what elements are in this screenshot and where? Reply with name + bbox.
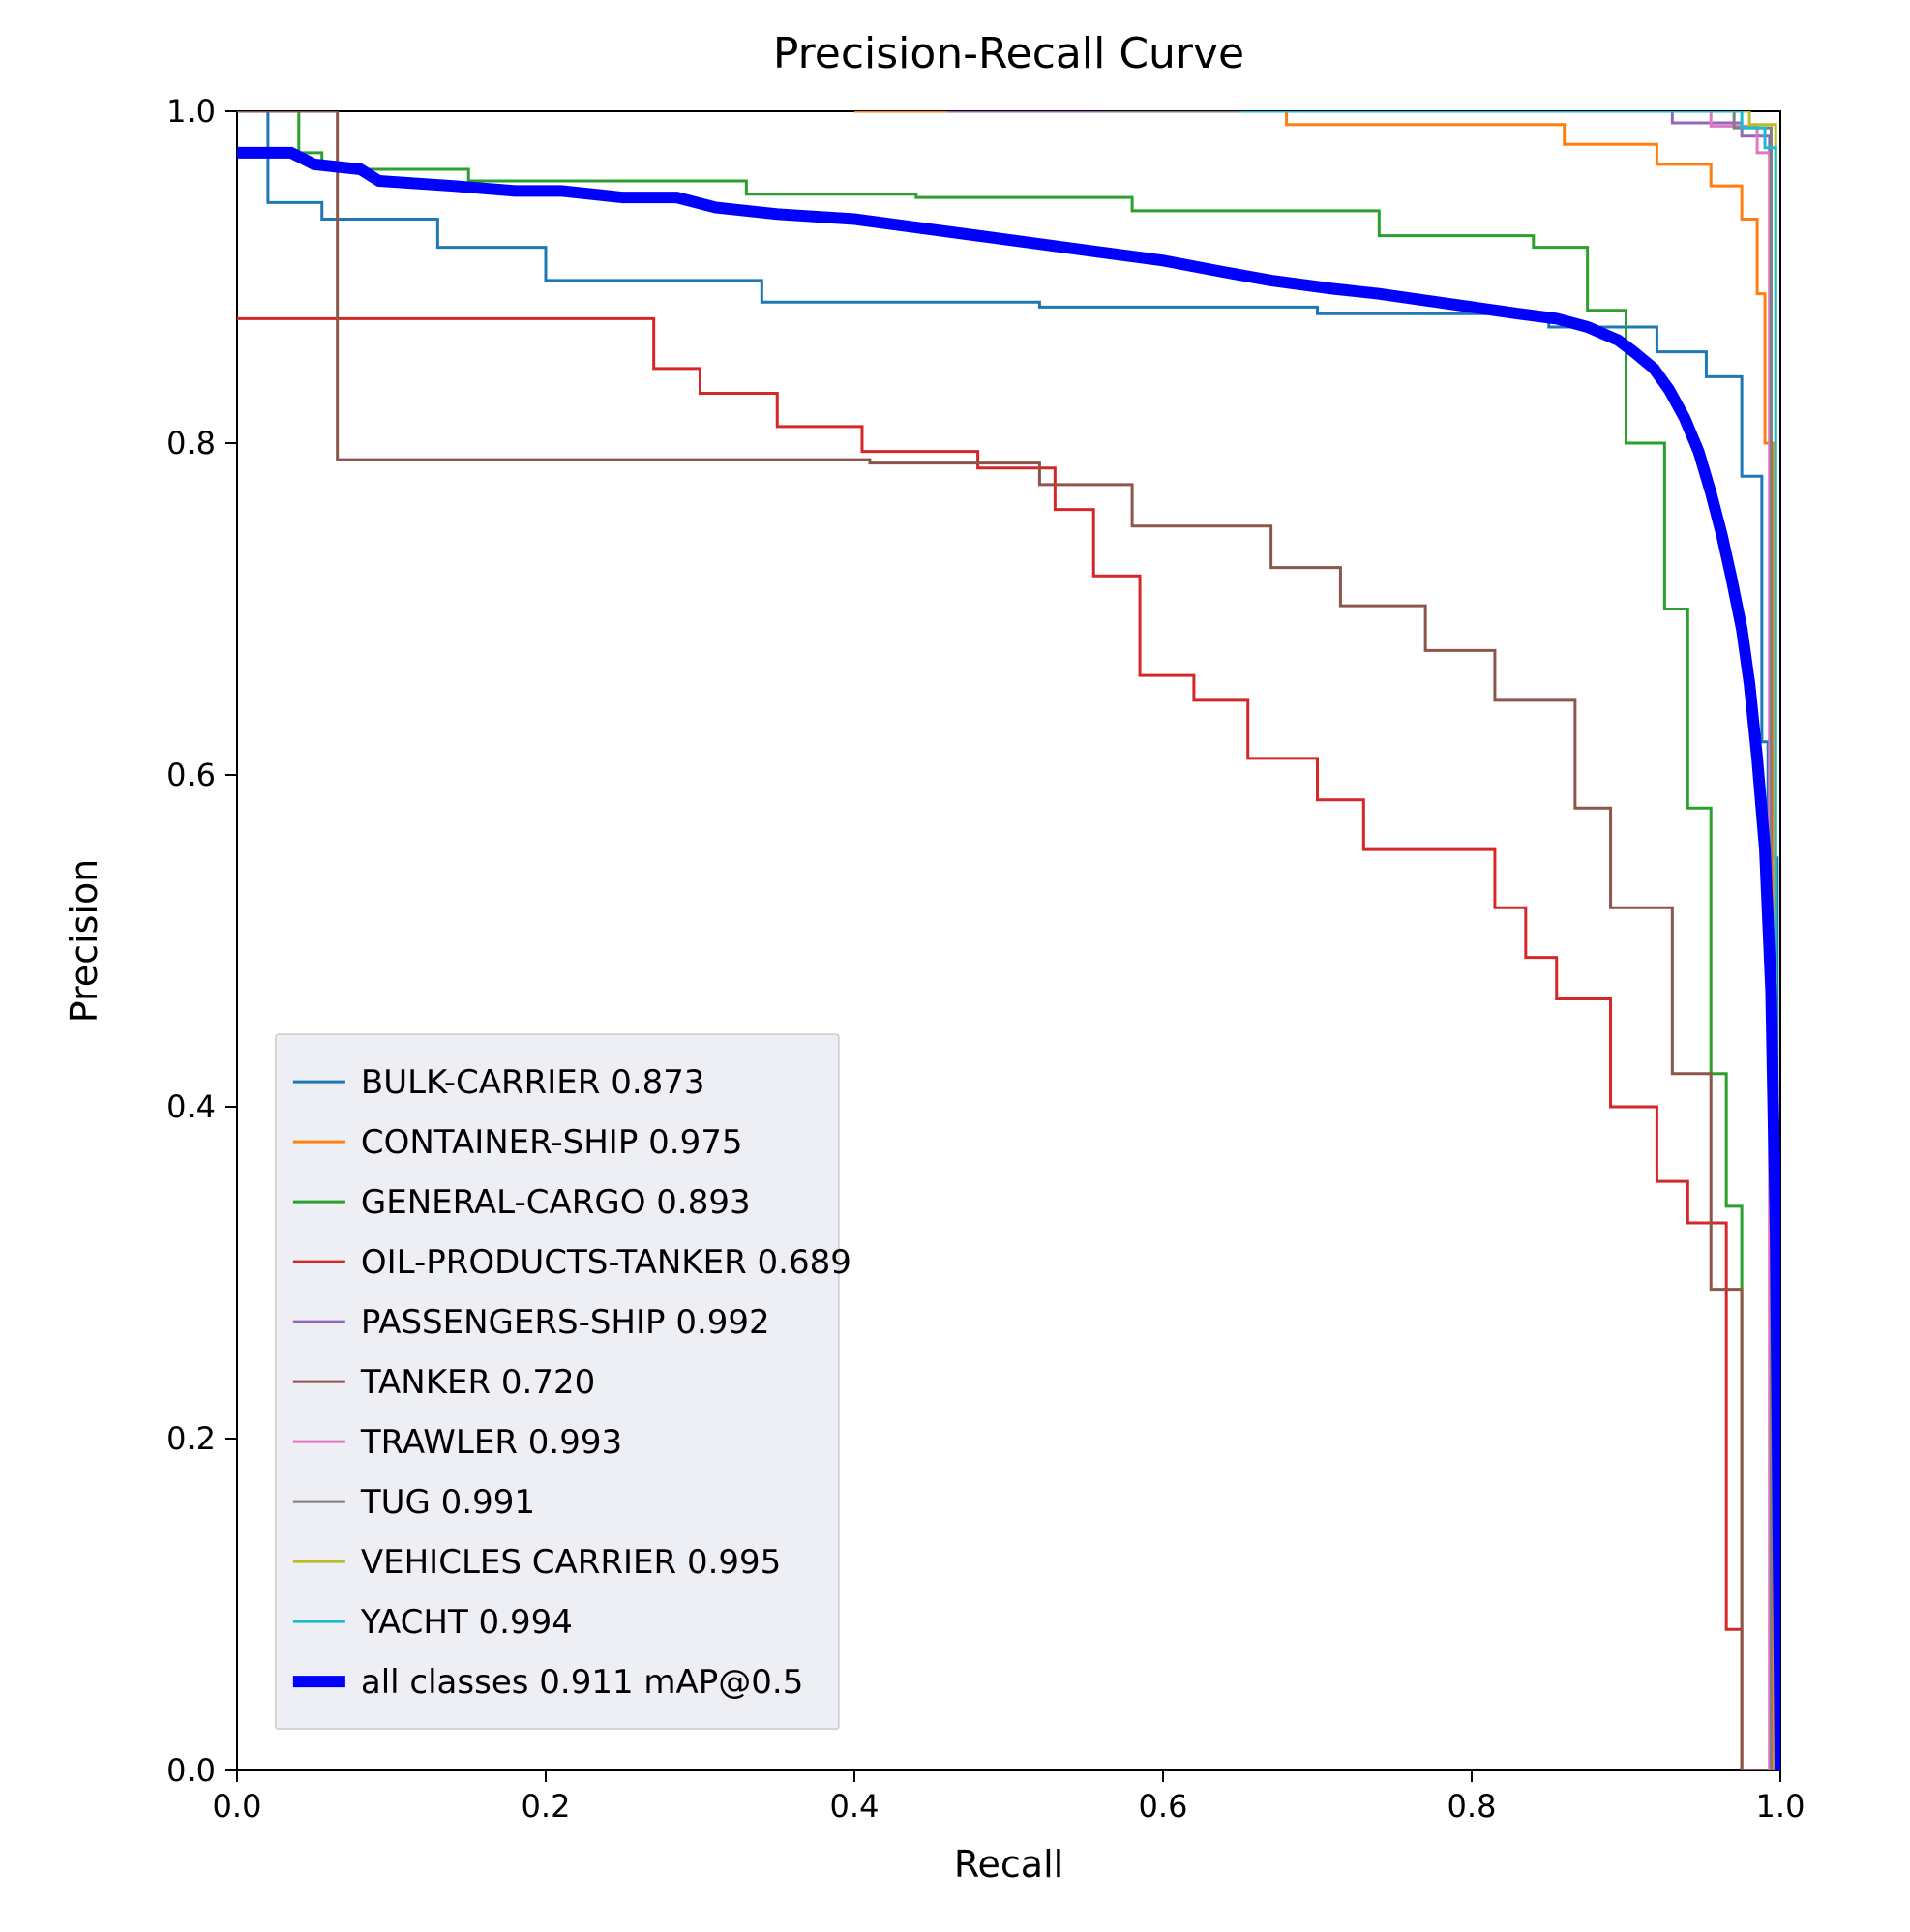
series-passengers-ship: [947, 111, 1780, 1770]
svg-text:0.2: 0.2: [166, 1420, 216, 1457]
x-axis-label: Recall: [954, 1843, 1063, 1886]
x-ticks: 0.0 0.2 0.4 0.6 0.8 1.0: [213, 1770, 1806, 1825]
legend-label-general-cargo: GENERAL-CARGO 0.893: [361, 1183, 751, 1222]
legend-label-oil-products-tanker: OIL-PRODUCTS-TANKER 0.689: [361, 1243, 851, 1282]
svg-text:0.8: 0.8: [1447, 1788, 1497, 1825]
svg-text:1.0: 1.0: [1756, 1788, 1806, 1825]
legend-label-trawler: TRAWLER 0.993: [360, 1423, 622, 1462]
svg-text:1.0: 1.0: [166, 93, 216, 130]
chart-title: Precision-Recall Curve: [773, 29, 1244, 78]
svg-text:0.8: 0.8: [166, 425, 216, 461]
svg-text:0.6: 0.6: [1139, 1788, 1188, 1825]
legend-label-yacht: YACHT 0.994: [360, 1603, 573, 1642]
pr-curve-chart: Precision-Recall Curve 0.0 0.2 0.4 0.6 0.8 1.…: [0, 0, 1910, 1932]
legend-label-container-ship: CONTAINER-SHIP 0.975: [361, 1123, 743, 1162]
legend-label-tanker: TANKER 0.720: [360, 1363, 595, 1402]
legend-label-all-classes: all classes 0.911 mAP@0.5: [361, 1663, 803, 1702]
series-yacht: [1240, 111, 1780, 1770]
y-axis-label: Precision: [63, 859, 105, 1024]
legend-label-tug: TUG 0.991: [360, 1483, 535, 1522]
legend-label-vehicles-carrier: VEHICLES CARRIER 0.995: [361, 1543, 781, 1582]
svg-text:0.0: 0.0: [166, 1752, 216, 1789]
series-trawler: [1194, 111, 1780, 1770]
svg-text:0.4: 0.4: [830, 1788, 880, 1825]
legend: BULK-CARRIER 0.873 CONTAINER-SHIP 0.975 GE…: [276, 1034, 851, 1729]
series-tug: [1101, 111, 1780, 1770]
svg-text:0.6: 0.6: [166, 757, 216, 793]
svg-text:0.4: 0.4: [166, 1088, 216, 1125]
legend-label-bulk-carrier: BULK-CARRIER 0.873: [361, 1063, 705, 1102]
legend-label-passengers-ship: PASSENGERS-SHIP 0.992: [361, 1303, 770, 1342]
svg-text:0.0: 0.0: [213, 1788, 262, 1825]
y-ticks: 0.0 0.2 0.4 0.6 0.8 1.0: [166, 93, 237, 1789]
svg-text:0.2: 0.2: [522, 1788, 571, 1825]
